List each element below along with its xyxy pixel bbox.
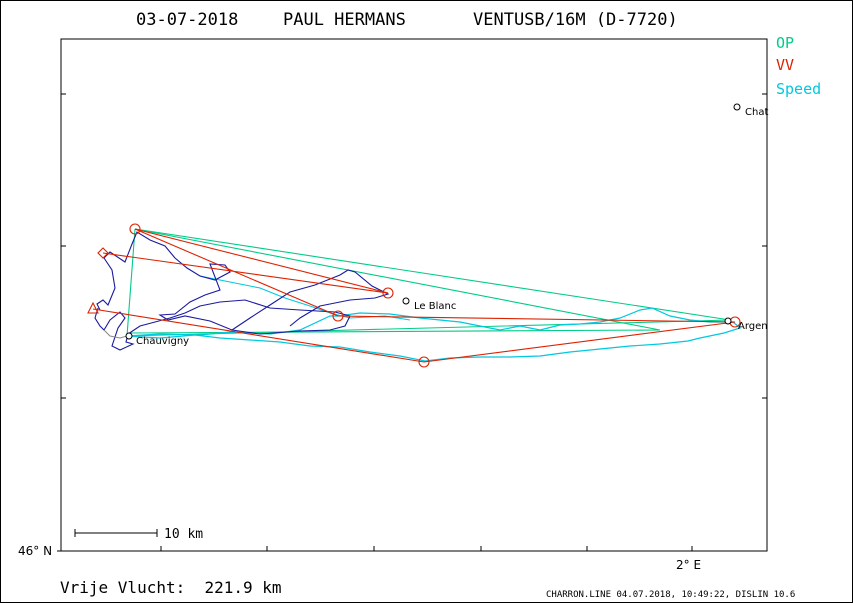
place-label-le-blanc: Le Blanc xyxy=(414,301,456,312)
place-marker-argen xyxy=(724,317,732,325)
start-marker xyxy=(97,247,109,259)
op-route-inner xyxy=(129,329,661,334)
vv-route xyxy=(92,228,736,363)
title-date: 03-07-2018 xyxy=(136,10,238,30)
grey-track xyxy=(103,329,128,339)
legend-speed: Speed xyxy=(776,80,821,98)
speed-track xyxy=(126,307,742,362)
place-marker-chauvigny xyxy=(125,332,133,340)
place-label-argen: Argen xyxy=(738,321,768,332)
legend-op: OP xyxy=(776,34,794,52)
turnpoint-marker xyxy=(129,223,141,235)
lon-axis-label: 2° E xyxy=(676,558,701,572)
op-route-inner xyxy=(134,228,661,331)
climb-track-east xyxy=(231,269,390,331)
scale-bar xyxy=(74,529,158,537)
legend-vv: VV xyxy=(776,56,794,74)
turnpoint-marker xyxy=(332,310,344,322)
place-marker-le-blanc xyxy=(402,297,410,305)
scale-bar-label: 10 km xyxy=(164,527,203,542)
turnpoint-marker xyxy=(418,356,430,368)
credits-text: CHARRON.LINE 04.07.2018, 10:49:22, DISLI… xyxy=(546,590,795,600)
title-pilot: PAUL HERMANS xyxy=(283,10,406,30)
lat-axis-label: 46° N xyxy=(18,544,52,558)
place-marker-chat xyxy=(733,103,741,111)
finish-marker xyxy=(87,301,99,314)
place-label-chat: Chat xyxy=(745,107,768,118)
title-glider: VENTUSB/16M (D-7720) xyxy=(473,10,678,30)
axis-ticks xyxy=(57,93,767,552)
turnpoint-marker xyxy=(382,287,394,299)
distance-text: Vrije Vlucht: 221.9 km xyxy=(60,578,282,597)
place-markers xyxy=(125,103,741,340)
plot-frame xyxy=(60,38,768,552)
op-route xyxy=(126,228,731,337)
place-label-chauvigny: Chauvigny xyxy=(136,336,189,347)
